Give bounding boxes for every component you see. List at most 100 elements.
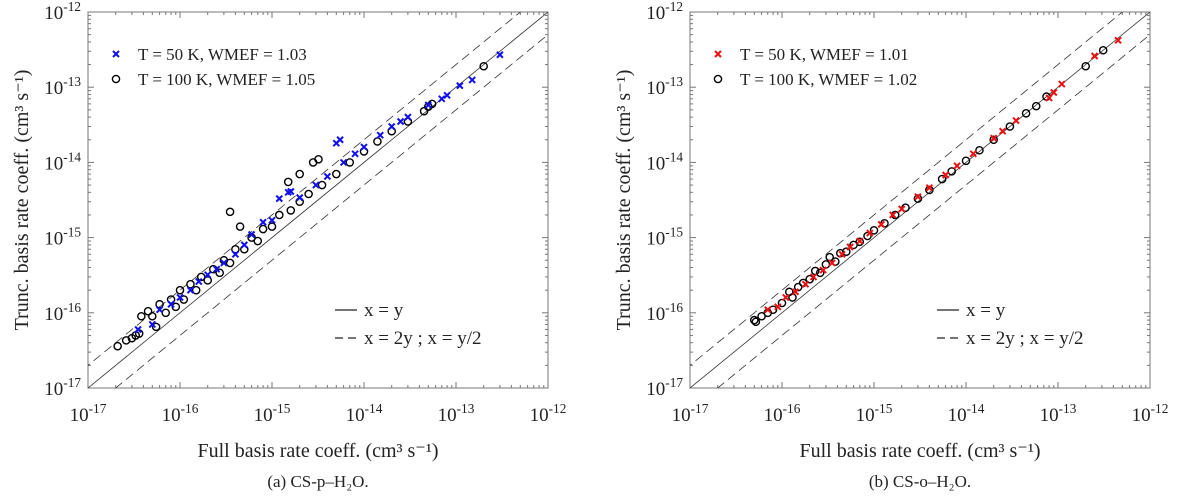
tick-base: 10 xyxy=(646,379,665,400)
tick-exponent: -13 xyxy=(1059,401,1077,416)
legend-entry: T = 50 K, WMEF = 1.03 xyxy=(138,45,307,64)
tick-base: 10 xyxy=(254,405,273,426)
legend-entry: T = 100 K, WMEF = 1.05 xyxy=(138,70,315,89)
tick-base: 10 xyxy=(346,405,365,426)
data-point-cross xyxy=(496,51,504,59)
data-point-circle xyxy=(171,302,181,312)
data-point-circle xyxy=(1031,101,1041,111)
data-point-circle xyxy=(258,224,268,234)
data-point-circle xyxy=(286,206,296,215)
tick-base: 10 xyxy=(672,405,691,426)
data-point-circle xyxy=(989,135,998,145)
tick-base: 10 xyxy=(948,405,967,426)
x-tick-label: 10-13 xyxy=(438,401,475,426)
data-point-cross xyxy=(148,320,157,329)
data-point-cross xyxy=(387,122,396,131)
lines-legend-entry: x = 2y ; x = y/2 xyxy=(364,328,482,349)
tick-base: 10 xyxy=(764,405,783,426)
data-point-cross xyxy=(809,273,818,281)
data-point-circle xyxy=(1021,108,1031,118)
data-point-cross xyxy=(351,150,359,158)
legend-marker-cross xyxy=(714,50,722,58)
data-point-cross xyxy=(782,293,790,302)
plot-frame xyxy=(689,11,1151,389)
tick-exponent: -16 xyxy=(783,401,801,416)
data-point-circle xyxy=(175,285,185,295)
tick-exponent: -17 xyxy=(665,375,683,390)
data-point-circle xyxy=(869,226,879,235)
data-point-cross xyxy=(774,303,782,311)
y-axis-label: Trunc. basis rate coeff. (cm³ s⁻¹) xyxy=(613,70,635,331)
data-point-cross xyxy=(323,172,332,181)
data-point-cross xyxy=(866,229,874,237)
tick-exponent: -12 xyxy=(665,0,683,14)
tick-base: 10 xyxy=(646,304,665,325)
tick-exponent: -17 xyxy=(691,401,709,416)
tick-exponent: -13 xyxy=(63,74,81,89)
data-point-cross xyxy=(231,250,240,258)
x-tick-label: 10-17 xyxy=(672,401,709,426)
data-point-cross xyxy=(212,265,221,273)
tick-base: 10 xyxy=(646,229,665,250)
data-point-cross xyxy=(998,127,1007,135)
data-point-circle xyxy=(317,180,327,190)
line-dashed-factor xyxy=(115,34,548,388)
tick-base: 10 xyxy=(856,405,875,426)
data-point-circle xyxy=(179,295,189,304)
y-tick-label: 10-14 xyxy=(44,149,81,174)
chart-panel-a: 10-17 10-16 10-15 10-14 10-13 10-1210-1710-16… xyxy=(11,0,566,491)
line-x-eq-y xyxy=(88,12,548,388)
data-point-circle xyxy=(235,222,245,231)
y-tick-label: 10-16 xyxy=(646,300,683,325)
data-point-cross xyxy=(240,241,249,249)
data-point-cross xyxy=(336,136,344,144)
data-point-cross xyxy=(828,259,836,267)
data-point-cross xyxy=(468,76,476,84)
tick-base: 10 xyxy=(44,3,63,24)
data-point-circle xyxy=(479,61,488,71)
y-tick-label: 10-17 xyxy=(646,375,683,400)
x-tick-label: 10-12 xyxy=(1132,401,1169,426)
y-tick-label: 10-13 xyxy=(44,74,81,99)
tick-base: 10 xyxy=(1132,405,1151,426)
legend-marker-circle xyxy=(713,74,723,84)
data-point-cross xyxy=(969,150,977,158)
x-tick-label: 10-13 xyxy=(1040,401,1077,426)
tick-exponent: -14 xyxy=(665,149,683,164)
tick-exponent: -15 xyxy=(875,401,893,416)
data-point-circle xyxy=(855,237,865,247)
tick-base: 10 xyxy=(438,405,457,426)
x-tick-label: 10-16 xyxy=(162,401,199,426)
data-point-circle xyxy=(186,279,195,289)
data-point-circle xyxy=(788,293,797,302)
y-axis-label: Trunc. basis rate coeff. (cm³ s⁻¹) xyxy=(11,70,33,331)
y-tick-label: 10-16 xyxy=(44,300,81,325)
data-point-circle xyxy=(937,174,947,184)
data-point-cross xyxy=(167,300,175,308)
data-point-cross xyxy=(176,293,184,302)
data-point-circle xyxy=(947,167,957,176)
data-point-cross xyxy=(1090,52,1099,60)
tick-base: 10 xyxy=(162,405,181,426)
x-tick-label: 10-15 xyxy=(254,401,291,426)
data-point-circle xyxy=(793,282,803,292)
data-point-cross xyxy=(764,305,772,314)
data-point-cross xyxy=(819,266,827,274)
data-point-cross xyxy=(914,192,922,201)
data-point-circle xyxy=(345,158,355,167)
data-point-circle xyxy=(225,207,235,217)
data-point-circle xyxy=(805,274,814,284)
tick-exponent: -17 xyxy=(63,375,81,390)
tick-base: 10 xyxy=(1040,405,1059,426)
data-point-circle xyxy=(1081,61,1090,71)
tick-exponent: -15 xyxy=(63,225,81,240)
data-point-circle xyxy=(225,258,235,268)
data-point-circle xyxy=(283,177,293,187)
data-point-cross xyxy=(877,220,885,229)
reference-lines xyxy=(88,12,548,388)
data-point-cross xyxy=(275,194,283,203)
y-tick-label: 10-12 xyxy=(44,0,81,24)
data-point-circle xyxy=(768,305,778,314)
x-tick-label: 10-15 xyxy=(856,401,893,426)
data-point-circle xyxy=(373,137,382,146)
